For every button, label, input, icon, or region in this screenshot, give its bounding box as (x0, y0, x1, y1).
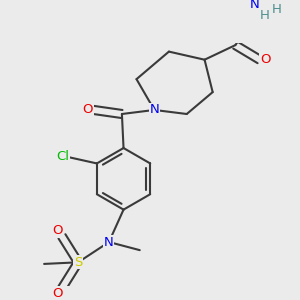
Text: N: N (250, 0, 260, 11)
Text: H: H (260, 9, 269, 22)
Text: O: O (52, 287, 63, 300)
Text: O: O (52, 224, 63, 237)
Text: H: H (272, 3, 282, 16)
Text: N: N (149, 103, 159, 116)
Text: S: S (74, 256, 82, 269)
Text: O: O (260, 53, 271, 66)
Text: Cl: Cl (56, 151, 69, 164)
Text: O: O (82, 103, 93, 116)
Text: N: N (104, 236, 114, 248)
